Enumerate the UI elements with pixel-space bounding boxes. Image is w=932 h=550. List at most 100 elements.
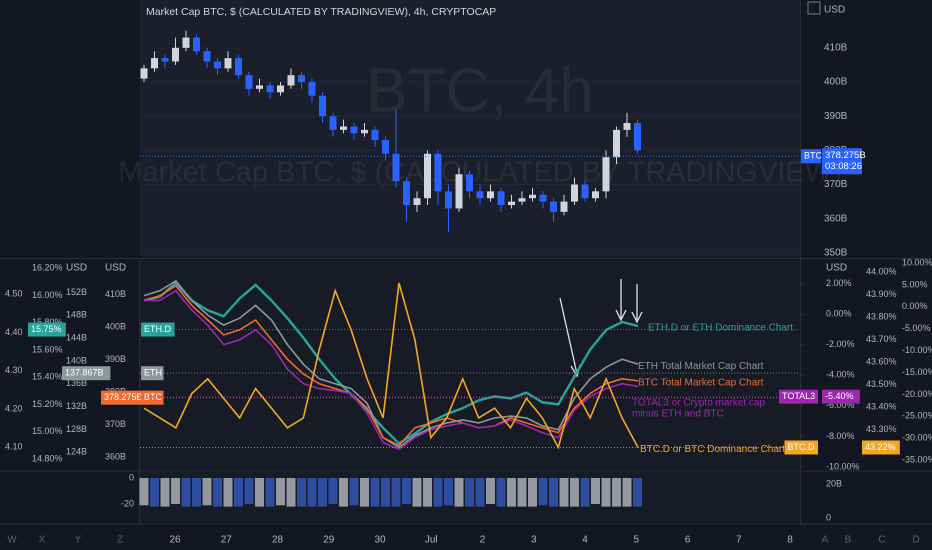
candle-body (172, 47, 179, 62)
bar (234, 477, 243, 507)
y-tick-label: 10.00% (902, 257, 932, 267)
bar (528, 477, 537, 507)
compare-pane (140, 260, 800, 470)
y-tick-label: 0 (129, 472, 134, 482)
y-tick-label: 15.20% (32, 399, 63, 409)
y-tick-label: 370B (824, 179, 848, 190)
x-tick-label: 2 (480, 535, 486, 546)
value-badge-label: 137.867B (65, 368, 104, 378)
x-tick-label: 29 (323, 535, 335, 546)
value-badge (62, 366, 111, 381)
axis-unit: USD (826, 263, 847, 274)
corner-label: X (39, 535, 46, 546)
corner-label: Y (75, 535, 82, 546)
x-tick-label: 6 (685, 535, 691, 546)
y-tick-label: 43.30% (866, 424, 897, 434)
bar (465, 477, 474, 507)
candle-body (182, 37, 190, 48)
y-tick-label: 43.40% (866, 401, 897, 411)
maximize-button[interactable] (807, 1, 821, 15)
x-tick-label: Jul (425, 535, 438, 546)
y-tick-label: 16.20% (32, 263, 63, 273)
symbol-badge (801, 149, 821, 164)
bar (370, 477, 380, 507)
candle-body (245, 75, 253, 89)
corner-label: B (845, 535, 852, 546)
y-tick-label: 16.00% (32, 290, 63, 300)
legend-entry: TOTAL3 (782, 391, 815, 401)
y-tick-label: -15.00% (902, 367, 932, 377)
candle-body (161, 58, 169, 62)
y-tick-label: 14.80% (32, 453, 63, 463)
candle-body (329, 116, 337, 130)
candle-body (203, 51, 211, 62)
candle-body (361, 129, 368, 134)
y-tick-label: -20 (121, 498, 134, 508)
candle-body (287, 75, 295, 86)
y-tick-label: 15.00% (32, 426, 63, 436)
y-tick-label: -30.00% (902, 433, 932, 443)
candle-body (151, 58, 158, 69)
bar (360, 477, 369, 507)
candle-body (539, 194, 547, 202)
legend-entry: ETH.D (144, 324, 172, 334)
x-tick-label: 26 (169, 535, 181, 546)
y-tick-label: 132B (66, 401, 87, 411)
bar (517, 477, 527, 507)
candle-body (571, 184, 578, 202)
bar (444, 477, 453, 506)
y-tick-label: 370B (105, 419, 126, 429)
candle-body (455, 174, 463, 209)
y-tick-label: 44.00% (866, 266, 897, 276)
value-badge (862, 440, 900, 455)
candle-body (476, 191, 484, 199)
candle-body (319, 95, 326, 117)
bar (496, 477, 506, 507)
candle-body (560, 201, 568, 212)
y-tick-label: -4.00% (826, 370, 855, 380)
legend-entry: ETH (144, 368, 162, 378)
candle-body (224, 58, 232, 69)
y-tick-label: 0.00% (826, 309, 852, 319)
candle-body (140, 68, 148, 79)
y-tick-label: 2.00% (826, 278, 852, 288)
y-tick-label: 15.40% (32, 372, 63, 382)
value-badge (28, 322, 66, 337)
value-badge-label: 15.75% (31, 324, 62, 334)
bar (286, 477, 296, 507)
candle-body (350, 126, 358, 134)
candle-body (518, 198, 526, 202)
bar (297, 477, 306, 507)
y2-tick-label: 20B (826, 478, 842, 488)
y-tick-label: 4.20 (5, 403, 23, 413)
bar (570, 477, 579, 507)
candle-body (256, 85, 263, 89)
annotation: TOTAL3 or Crypto market cap (632, 397, 765, 408)
candle-body (497, 191, 505, 206)
y-tick-label: 128B (66, 424, 87, 434)
bar (423, 477, 432, 507)
candle-body (466, 174, 473, 192)
y-tick-label: 43.80% (866, 311, 897, 321)
candle-body (508, 201, 515, 206)
bar (601, 477, 611, 507)
bar (454, 477, 464, 507)
candle-body (382, 140, 389, 154)
y-tick-label: 144B (66, 333, 87, 343)
watermark: BTC, 4h (366, 56, 593, 125)
x-tick-label: 7 (736, 535, 742, 546)
watermark-sub: Market Cap BTC, $ (CALCULATED BY TRADING… (118, 157, 842, 189)
y-tick-label: 410B (105, 289, 126, 299)
bar (507, 477, 516, 507)
series-name-box (784, 440, 818, 455)
y-tick-label: 43.50% (866, 379, 897, 389)
y-tick-label: 4.50 (5, 289, 23, 299)
bar (538, 477, 548, 506)
bar (192, 477, 201, 507)
bar (475, 477, 485, 507)
bar (255, 477, 264, 507)
candle-body (487, 191, 494, 199)
candle-body (592, 191, 599, 199)
corner-label: Z (117, 535, 123, 546)
series-name-box (141, 322, 175, 337)
